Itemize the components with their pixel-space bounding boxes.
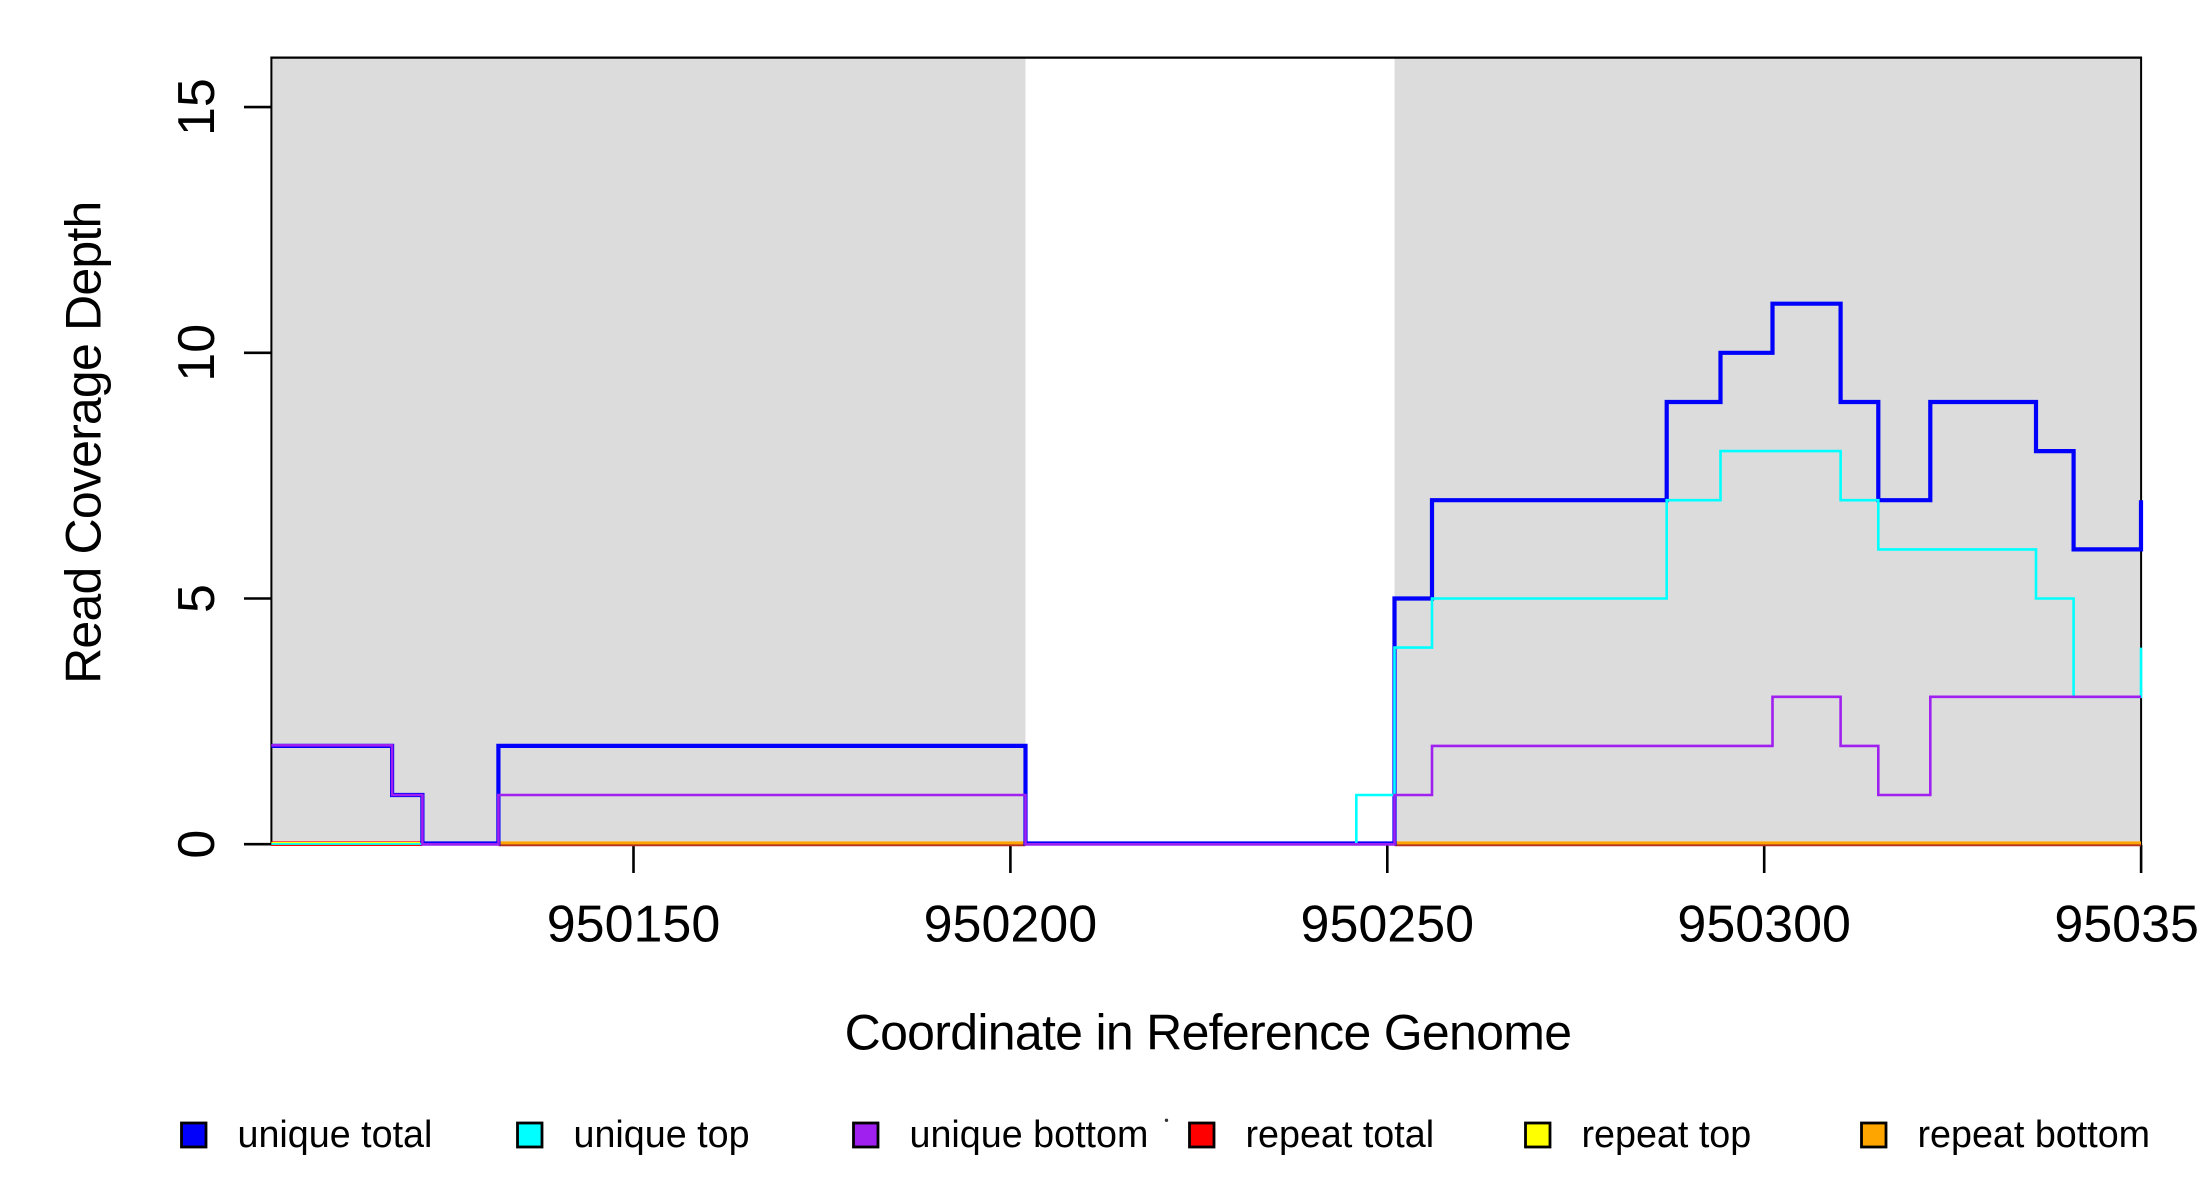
svg-text:15: 15 xyxy=(168,78,226,136)
svg-text:repeat top: repeat top xyxy=(1582,1113,1752,1155)
svg-text:10: 10 xyxy=(168,324,226,382)
svg-text:Coordinate in Reference Genome: Coordinate in Reference Genome xyxy=(845,1005,1572,1061)
svg-text:Read Coverage Depth: Read Coverage Depth xyxy=(56,202,112,684)
svg-text:950250: 950250 xyxy=(1301,896,1475,954)
svg-text:unique total: unique total xyxy=(238,1113,433,1155)
svg-text:5: 5 xyxy=(168,584,226,613)
svg-text:950200: 950200 xyxy=(924,896,1098,954)
svg-text:repeat bottom: repeat bottom xyxy=(1918,1113,2151,1155)
svg-text:950300: 950300 xyxy=(1677,896,1851,954)
svg-text:0: 0 xyxy=(168,830,226,859)
svg-text:unique top: unique top xyxy=(574,1113,750,1155)
svg-text:950150: 950150 xyxy=(547,896,721,954)
svg-text:repeat total: repeat total xyxy=(1246,1113,1435,1155)
svg-text:unique bottom: unique bottom xyxy=(910,1113,1149,1155)
